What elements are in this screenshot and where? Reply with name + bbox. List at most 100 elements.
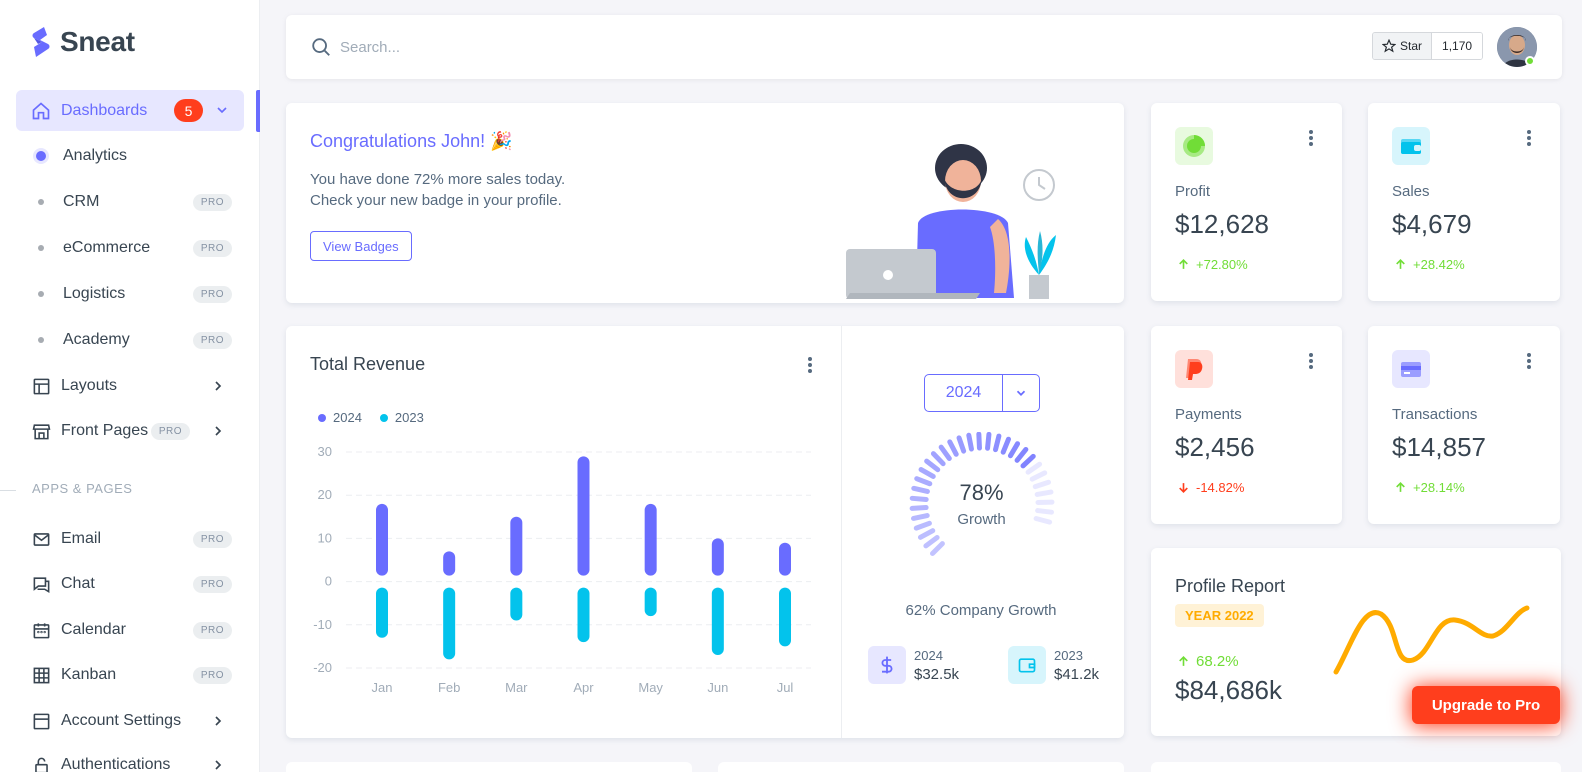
chart-legend: 2024 2023: [318, 410, 424, 425]
paypal-icon: [1175, 350, 1213, 388]
welcome-line-2: Check your new badge in your profile.: [310, 192, 562, 209]
sidebar-item-label: Account Settings: [61, 712, 182, 729]
sidebar-item-label: Calendar: [61, 621, 126, 638]
stat-label: Profit: [1175, 183, 1211, 200]
bar-2023[interactable]: [443, 587, 456, 660]
bar-2023[interactable]: [779, 587, 791, 647]
x-tick-label: Mar: [505, 680, 528, 695]
sidebar-item-kanban[interactable]: Kanban PRO: [32, 662, 232, 688]
bar-2024[interactable]: [376, 503, 388, 576]
pro-badge: PRO: [150, 422, 190, 440]
bar-2024[interactable]: [779, 542, 791, 576]
bar-2023[interactable]: [510, 587, 523, 621]
mini-stat-amount: $41.2k: [1054, 665, 1100, 683]
year-dropdown-toggle[interactable]: [1003, 375, 1039, 411]
x-tick-label: Feb: [438, 680, 460, 695]
growth-percentage: 78%: [959, 480, 1004, 505]
profile-sparkline: [1333, 605, 1530, 675]
mini-stat-year: 2023: [1054, 647, 1083, 663]
sidebar-item-academy[interactable]: Academy PRO: [32, 328, 232, 352]
legend-label: 2023: [394, 410, 424, 425]
bar-2024[interactable]: [644, 503, 657, 576]
sidebar-item-label: Dashboards: [61, 101, 148, 119]
gauge-segment: [1020, 453, 1036, 469]
sidebar-item-label: Email: [61, 530, 102, 547]
bar-2023[interactable]: [711, 587, 724, 656]
github-star-widget[interactable]: Star 1,170: [1372, 32, 1484, 60]
bar-2024[interactable]: [577, 456, 590, 576]
chevron-right-icon: [215, 426, 222, 436]
star-button[interactable]: Star: [1373, 33, 1433, 59]
bottom-card: [718, 762, 1124, 772]
chevron-down-icon: [217, 107, 227, 114]
sidebar-item-email[interactable]: Email PRO: [32, 526, 232, 552]
year-badge: YEAR 2022: [1175, 604, 1264, 627]
bar-2024[interactable]: [711, 538, 724, 576]
view-badges-button[interactable]: View Badges: [310, 231, 412, 261]
growth-label: Growth: [957, 511, 1006, 528]
search-input[interactable]: [340, 33, 940, 61]
sidebar-item-authentications[interactable]: Authentications: [32, 752, 232, 772]
sidebar-item-label: CRM: [63, 193, 100, 210]
bullet-icon: [38, 291, 44, 297]
legend-item-2023[interactable]: 2023: [379, 410, 424, 425]
more-vertical-icon[interactable]: [1308, 352, 1314, 370]
y-tick-label: 10: [318, 530, 332, 545]
gauge-segment: [911, 485, 930, 494]
sidebar-item-layouts[interactable]: Layouts: [32, 373, 232, 399]
y-tick-label: -10: [313, 617, 332, 632]
upgrade-to-pro-button[interactable]: Upgrade to Pro: [1412, 686, 1560, 724]
arrow-up-icon: [1396, 259, 1405, 269]
search-icon[interactable]: [310, 36, 332, 58]
bar-2023[interactable]: [577, 587, 590, 643]
more-vertical-icon[interactable]: [1526, 352, 1532, 370]
more-vertical-icon[interactable]: [1526, 129, 1532, 147]
bar-2023[interactable]: [376, 587, 388, 638]
mini-stat-amount: $32.5k: [914, 665, 960, 683]
layout-icon: [33, 378, 50, 395]
grid-icon: [33, 667, 50, 684]
pro-badge: PRO: [192, 666, 232, 684]
pro-badge: PRO: [192, 285, 232, 303]
sidebar: Sneat Dashboards 5 Analytics CRM PRO eCo…: [0, 0, 260, 772]
gauge-segment: [1033, 515, 1053, 525]
more-vertical-icon[interactable]: [1308, 129, 1314, 147]
year-dropdown[interactable]: 2024: [924, 374, 1040, 412]
brand[interactable]: Sneat: [30, 26, 135, 58]
gauge-segment: [1007, 441, 1021, 459]
wallet-icon: [1392, 127, 1430, 165]
stat-change-value: +28.42%: [1413, 257, 1465, 272]
stat-change-value: -14.82%: [1196, 480, 1245, 495]
sidebar-item-crm[interactable]: CRM PRO: [32, 190, 232, 214]
legend-swatch: [318, 413, 326, 422]
y-tick-label: 20: [318, 487, 332, 502]
star-count[interactable]: 1,170: [1432, 33, 1483, 59]
sidebar-item-front-pages[interactable]: Front Pages PRO: [32, 418, 232, 444]
profile-report-value: $84,686k: [1175, 675, 1282, 705]
sidebar-item-logistics[interactable]: Logistics PRO: [32, 282, 232, 306]
bar-2024[interactable]: [510, 516, 523, 576]
mini-stat-2024: 2024 $32.5k: [868, 646, 959, 684]
home-icon: [32, 101, 50, 119]
year-dropdown-value[interactable]: 2024: [925, 375, 1003, 411]
pro-badge: PRO: [192, 575, 232, 593]
gauge-segment: [1000, 436, 1011, 455]
pro-badge: PRO: [192, 621, 232, 639]
y-tick-label: 30: [318, 444, 332, 459]
mini-stat-year: 2024: [914, 647, 943, 663]
more-vertical-icon[interactable]: [807, 356, 813, 374]
gauge-segment: [909, 495, 929, 502]
growth-radial-chart: [909, 432, 1055, 556]
bar-2024[interactable]: [443, 551, 456, 576]
sidebar-item-label: Analytics: [63, 147, 128, 164]
sidebar-item-chat[interactable]: Chat PRO: [32, 571, 232, 597]
gauge-segment: [947, 439, 959, 457]
sidebar-item-dashboards[interactable]: Dashboards 5: [16, 90, 244, 131]
sidebar-item-analytics[interactable]: Analytics: [32, 144, 232, 168]
sidebar-item-account-settings[interactable]: Account Settings: [32, 708, 232, 734]
sidebar-item-ecommerce[interactable]: eCommerce PRO: [32, 236, 232, 260]
sidebar-item-calendar[interactable]: Calendar PRO: [32, 617, 232, 643]
bar-2023[interactable]: [644, 587, 657, 617]
total-revenue-card: Total Revenue 2024 2023 30 20 10 0 -10 -20 Jan…: [286, 326, 1124, 738]
legend-item-2024[interactable]: 2024: [318, 410, 362, 425]
